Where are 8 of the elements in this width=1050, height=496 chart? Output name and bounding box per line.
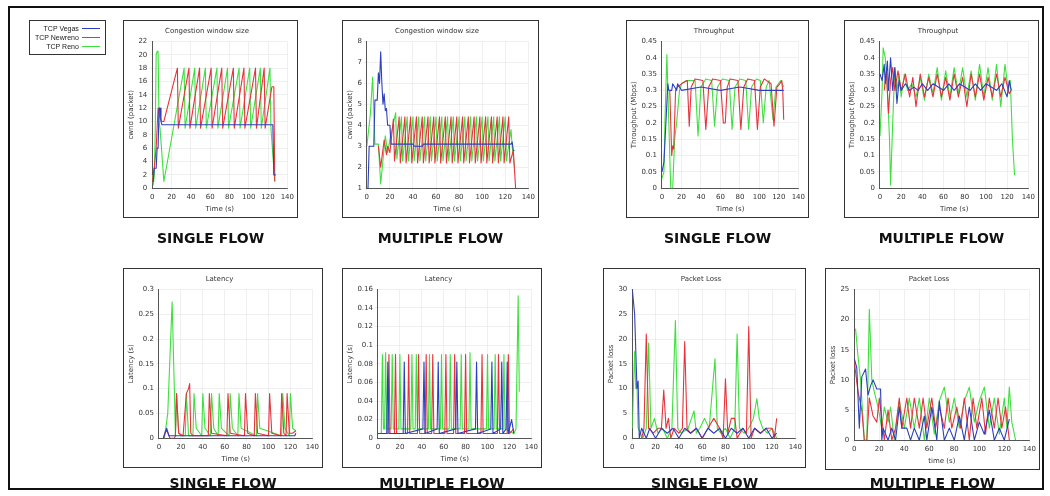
text: MULTIPLE FLOW xyxy=(868,475,997,491)
text: MULTIPLE FLOW xyxy=(376,230,505,246)
text: MULTIPLE FLOW xyxy=(378,475,506,491)
text: SINGLE FLOW xyxy=(649,475,760,491)
text: SINGLE FLOW xyxy=(168,475,278,491)
text: MULTIPLE FLOW xyxy=(877,230,1006,246)
text: SINGLE FLOW xyxy=(155,230,266,246)
text: SINGLE FLOW xyxy=(662,230,773,246)
